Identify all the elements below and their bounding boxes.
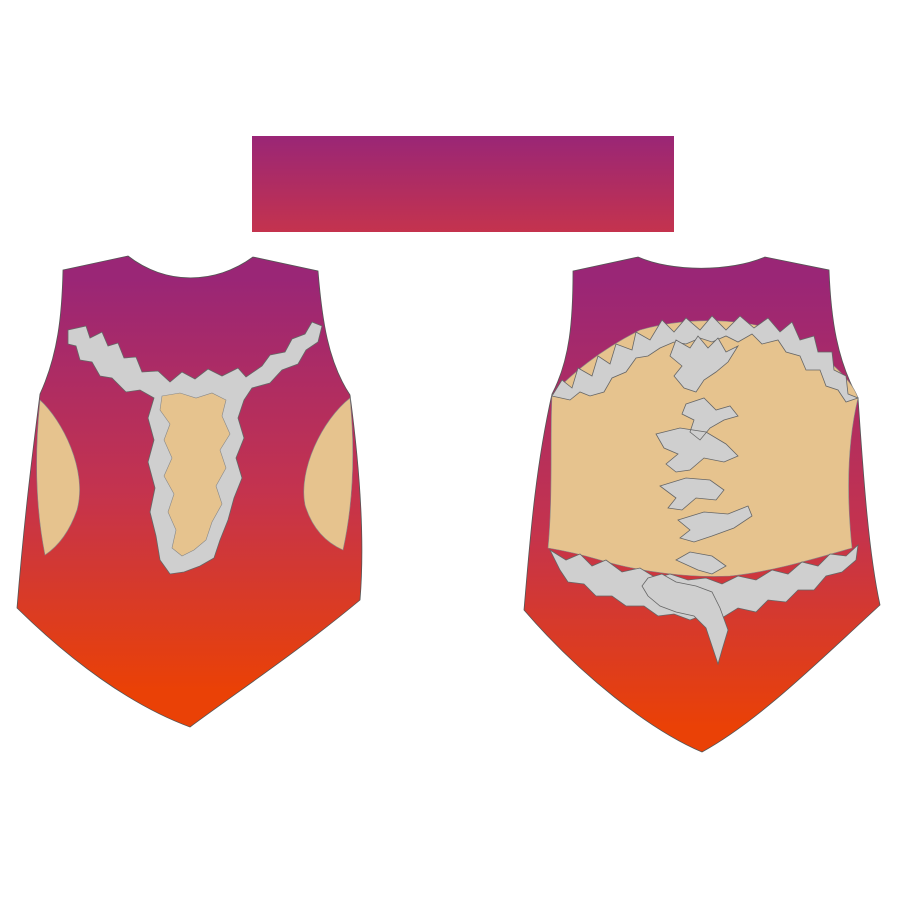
- front-side-cutout-left: [36, 399, 80, 556]
- back-motif: [641, 335, 753, 666]
- waistband-swatch: [252, 136, 674, 232]
- garment-front: [16, 255, 363, 728]
- back-trim-top: [551, 315, 860, 403]
- garment-back: [523, 256, 881, 753]
- front-side-cutout-right: [303, 397, 354, 551]
- front-center-panel: [159, 392, 231, 557]
